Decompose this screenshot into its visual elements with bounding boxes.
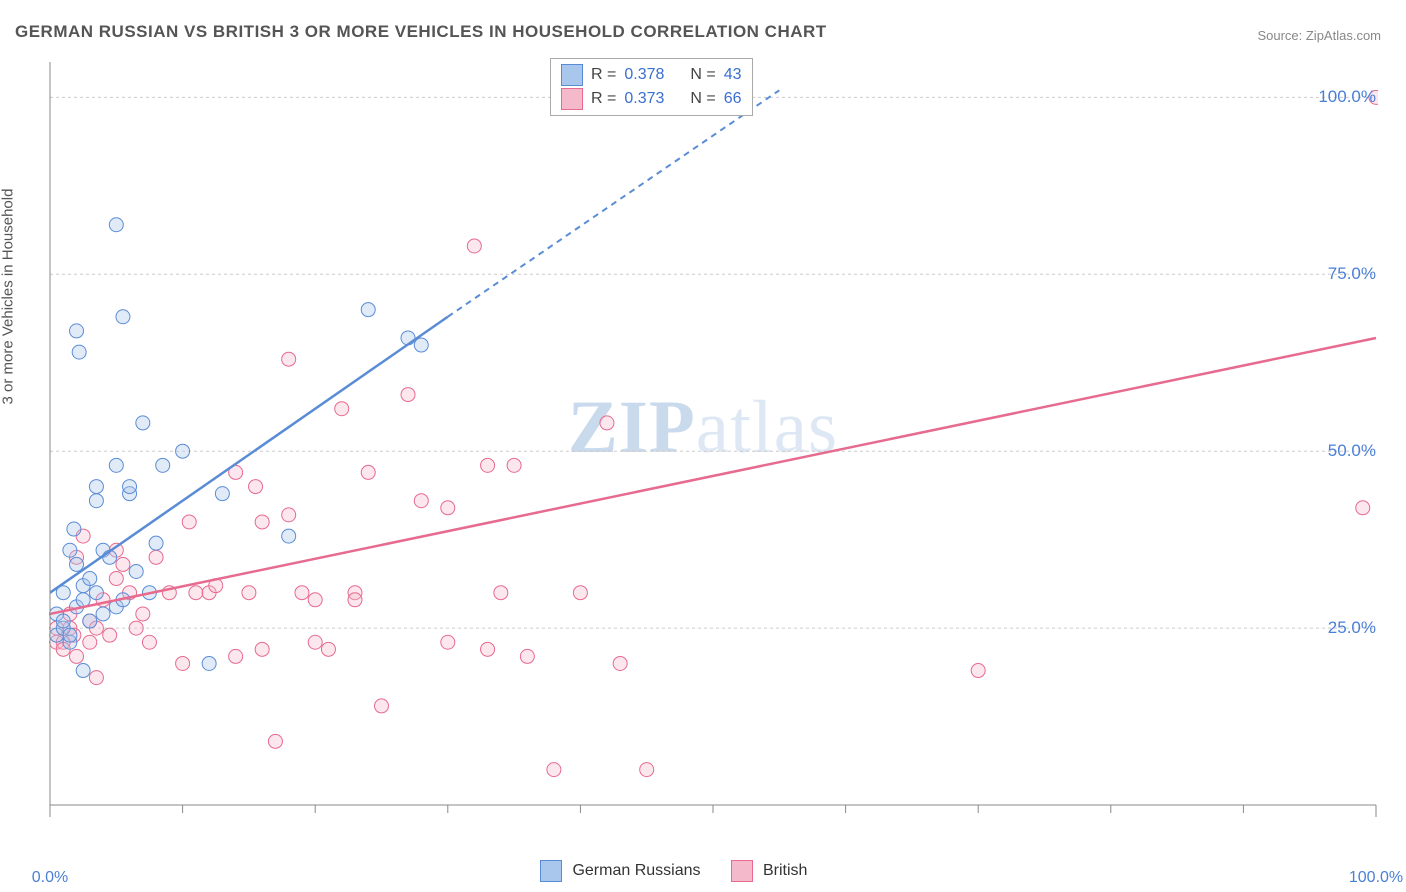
y-tick-label: 25.0% [1328,618,1376,638]
legend-row-german: R = 0.378 N = 43 [561,63,742,87]
legend-swatch-icon [731,860,753,882]
y-tick-label: 50.0% [1328,441,1376,461]
legend-swatch-icon [540,860,562,882]
source-label: Source: ZipAtlas.com [1257,28,1381,43]
y-tick-label: 75.0% [1328,264,1376,284]
y-axis-label: 3 or more Vehicles in Household [0,189,17,405]
chart-title: GERMAN RUSSIAN VS BRITISH 3 OR MORE VEHI… [15,22,827,42]
y-tick-label: 100.0% [1318,87,1376,107]
legend-item-british: British [731,860,808,882]
legend-swatch-german [561,64,583,86]
correlation-legend: R = 0.378 N = 43 R = 0.373 N = 66 [550,58,753,116]
x-tick-label: 100.0% [1349,869,1403,887]
legend-swatch-british [561,88,583,110]
series-legend: German Russians British [540,860,807,882]
scatter-plot [48,60,1378,825]
x-tick-label: 0.0% [32,869,68,887]
legend-row-british: R = 0.373 N = 66 [561,87,742,111]
legend-item-german: German Russians [540,860,701,882]
